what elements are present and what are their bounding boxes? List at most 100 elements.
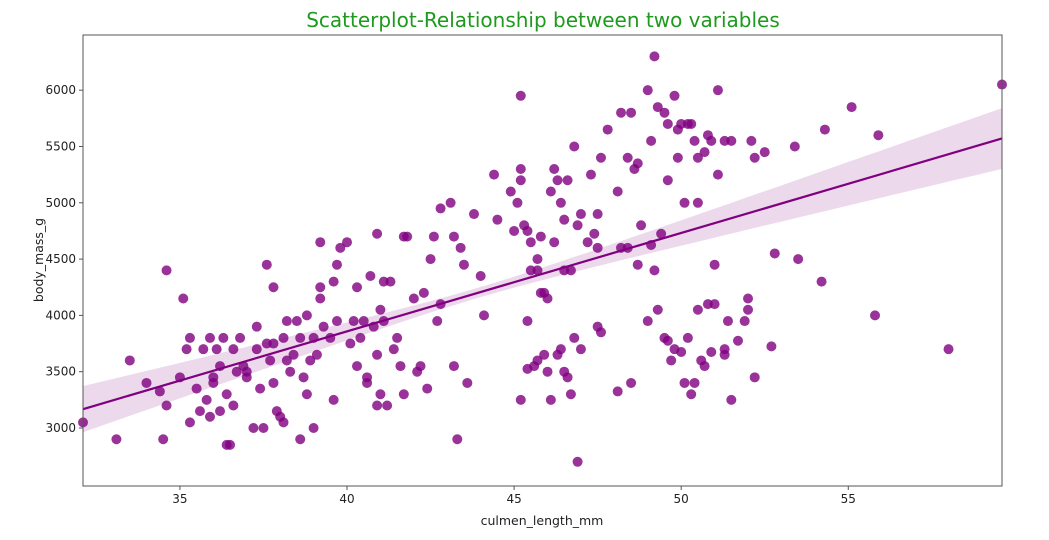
data-point xyxy=(732,335,743,346)
data-point xyxy=(545,186,556,197)
data-point xyxy=(281,355,292,366)
data-point xyxy=(585,169,596,180)
data-point xyxy=(692,197,703,208)
data-point xyxy=(328,394,339,405)
data-point xyxy=(255,383,266,394)
data-point xyxy=(692,152,703,163)
x-tick-label: 45 xyxy=(506,492,521,506)
data-point xyxy=(565,265,576,276)
data-point xyxy=(766,341,777,352)
data-point xyxy=(846,102,857,113)
data-point xyxy=(672,124,683,135)
data-point xyxy=(646,135,657,146)
data-point xyxy=(572,220,583,231)
data-point xyxy=(291,316,302,327)
data-point xyxy=(261,259,272,270)
data-point xyxy=(612,386,623,397)
data-point xyxy=(679,197,690,208)
data-point xyxy=(649,51,660,62)
data-point xyxy=(158,434,169,445)
data-point xyxy=(515,394,526,405)
data-point xyxy=(575,209,586,220)
data-point xyxy=(178,293,189,304)
data-point xyxy=(532,254,543,265)
data-point xyxy=(545,394,556,405)
data-point xyxy=(746,135,757,146)
data-point xyxy=(616,107,627,118)
data-point xyxy=(549,237,560,248)
data-point xyxy=(388,344,399,355)
data-point xyxy=(555,197,566,208)
data-point xyxy=(345,338,356,349)
data-point xyxy=(492,214,503,225)
data-point xyxy=(342,237,353,248)
data-point xyxy=(298,372,309,383)
data-point xyxy=(191,383,202,394)
data-point xyxy=(358,316,369,327)
data-point xyxy=(539,349,550,360)
data-point xyxy=(699,147,710,158)
data-point xyxy=(225,439,236,450)
data-point xyxy=(215,406,226,417)
data-point xyxy=(331,259,342,270)
data-point xyxy=(328,276,339,287)
data-point xyxy=(448,361,459,372)
data-point xyxy=(595,327,606,338)
data-point xyxy=(509,225,520,236)
data-point xyxy=(819,124,830,135)
x-tick-label: 35 xyxy=(172,492,187,506)
data-point xyxy=(221,389,232,400)
data-point xyxy=(666,355,677,366)
data-point xyxy=(559,214,570,225)
data-point xyxy=(355,332,366,343)
data-point xyxy=(258,423,269,434)
data-point xyxy=(870,310,881,321)
data-point xyxy=(662,175,673,186)
data-point xyxy=(462,377,473,388)
data-point xyxy=(184,332,195,343)
data-point xyxy=(739,316,750,327)
data-point xyxy=(769,248,780,259)
x-axis-label: culmen_length_mm xyxy=(481,513,604,528)
data-point xyxy=(375,389,386,400)
data-point xyxy=(512,197,523,208)
data-point xyxy=(589,228,600,239)
data-point xyxy=(672,152,683,163)
data-point xyxy=(636,220,647,231)
data-point xyxy=(652,102,663,113)
data-point xyxy=(532,265,543,276)
data-point xyxy=(535,231,546,242)
data-point xyxy=(656,228,667,239)
data-point xyxy=(228,400,239,411)
data-point xyxy=(445,197,456,208)
data-point xyxy=(592,209,603,220)
x-tick-label: 40 xyxy=(339,492,354,506)
data-point xyxy=(141,377,152,388)
data-point xyxy=(682,332,693,343)
data-point xyxy=(569,332,580,343)
data-point xyxy=(475,270,486,281)
data-point xyxy=(592,242,603,253)
data-point xyxy=(712,85,723,96)
data-point xyxy=(198,344,209,355)
data-point xyxy=(435,203,446,214)
data-point xyxy=(201,394,212,405)
data-point xyxy=(362,372,373,383)
data-point xyxy=(281,316,292,327)
data-point xyxy=(632,259,643,270)
data-point xyxy=(372,400,383,411)
data-point xyxy=(622,152,633,163)
data-point xyxy=(268,377,279,388)
data-point xyxy=(418,287,429,298)
data-point xyxy=(552,175,563,186)
data-point xyxy=(231,366,242,377)
data-point xyxy=(315,282,326,293)
data-point xyxy=(642,316,653,327)
data-point xyxy=(642,85,653,96)
data-point xyxy=(595,152,606,163)
data-point xyxy=(532,355,543,366)
data-point xyxy=(154,386,165,397)
data-point xyxy=(652,304,663,315)
data-point xyxy=(251,321,262,332)
data-point xyxy=(428,231,439,242)
